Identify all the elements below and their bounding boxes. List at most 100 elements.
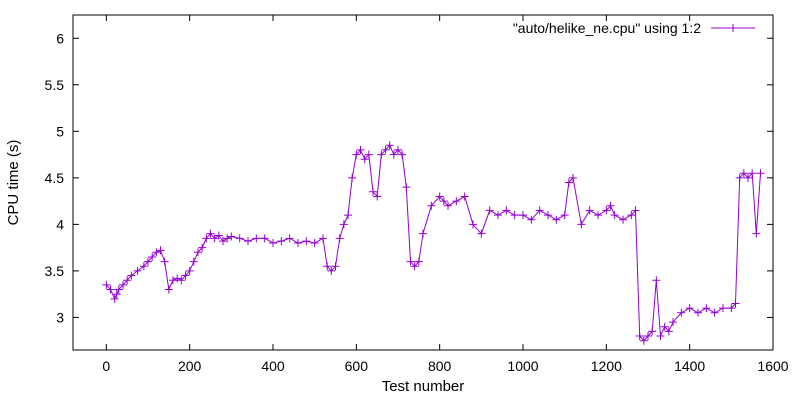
data-point (127, 271, 136, 280)
data-point (677, 308, 686, 317)
data-point (331, 262, 340, 271)
x-tick-label: 200 (178, 358, 202, 374)
data-point (381, 145, 390, 154)
data-point (552, 215, 561, 224)
data-point (594, 211, 602, 220)
data-point (223, 234, 232, 243)
data-point (744, 173, 752, 182)
data-point (469, 220, 477, 229)
data-point (373, 192, 382, 201)
x-tick-label: 1600 (757, 358, 788, 374)
data-point (152, 248, 161, 257)
data-point (410, 262, 419, 271)
plot-frame (72, 14, 774, 351)
data-point (660, 322, 669, 331)
data-point (544, 211, 552, 220)
data-point (139, 262, 148, 271)
data-point (519, 211, 527, 220)
data-point (644, 332, 652, 341)
data-point (752, 229, 761, 238)
data-point (606, 201, 615, 210)
y-tick-label: 5.5 (45, 77, 65, 93)
data-point (352, 150, 361, 159)
data-point (460, 192, 469, 201)
data-point (439, 197, 448, 206)
data-point (133, 266, 142, 275)
data-point (185, 266, 194, 275)
data-point (564, 178, 573, 187)
y-tick-label: 3.5 (45, 263, 65, 279)
data-point (110, 294, 119, 303)
x-tick-label: 0 (102, 358, 110, 374)
data-point (156, 246, 165, 255)
data-point (560, 211, 569, 220)
data-point (669, 318, 677, 327)
data-point (739, 169, 748, 178)
data-point (235, 234, 244, 243)
data-point (114, 285, 123, 294)
y-tick-label: 5 (56, 123, 64, 139)
data-point (364, 150, 373, 159)
data-point (444, 201, 452, 210)
data-point (173, 274, 182, 283)
data-point (585, 206, 594, 215)
legend-marker (729, 24, 737, 32)
data-point (302, 237, 311, 246)
data-point (160, 257, 169, 266)
data-point (285, 234, 294, 243)
data-point (477, 229, 486, 238)
data-point (639, 336, 648, 345)
data-point (102, 280, 111, 289)
x-tick-label: 600 (345, 358, 369, 374)
data-point (319, 234, 327, 243)
series-line (105, 144, 761, 342)
data-point (269, 238, 277, 247)
x-tick-label: 1000 (507, 358, 538, 374)
data-point (177, 276, 186, 285)
series-layer (102, 141, 765, 345)
data-point (123, 276, 132, 285)
data-point (244, 237, 252, 246)
data-point (402, 183, 411, 192)
data-point (144, 257, 152, 266)
data-point (119, 280, 127, 289)
data-point (148, 252, 157, 261)
data-point (485, 206, 494, 215)
data-point (385, 141, 394, 150)
x-tick-label: 1400 (674, 358, 705, 374)
legend-label: "auto/helike_ne.cpu" using 1:2 (513, 20, 701, 36)
data-point (398, 150, 407, 159)
data-point (635, 332, 644, 341)
data-point (348, 173, 357, 182)
data-point (394, 145, 402, 154)
data-point (206, 229, 215, 238)
y-tick-label: 4 (56, 216, 64, 232)
data-point (435, 192, 444, 201)
data-point (694, 308, 702, 317)
data-point (627, 211, 636, 220)
data-point (189, 257, 198, 266)
data-point (494, 211, 502, 220)
data-point (112, 290, 121, 299)
data-point (664, 327, 673, 336)
data-point (277, 237, 286, 246)
data-point (181, 271, 190, 280)
data-point (260, 234, 269, 243)
data-point (631, 206, 640, 215)
legend: "auto/helike_ne.cpu" using 1:2 (513, 20, 755, 36)
x-tick-label: 1200 (591, 358, 622, 374)
data-point (227, 232, 236, 241)
data-point (360, 155, 369, 164)
data-point (756, 169, 765, 178)
data-point (344, 211, 352, 220)
data-point (727, 304, 736, 313)
data-point (510, 211, 519, 220)
data-point (427, 201, 436, 210)
data-point (323, 262, 332, 271)
data-point (377, 150, 386, 159)
data-point (619, 215, 627, 224)
data-point (406, 257, 415, 266)
data-point (194, 248, 202, 257)
data-point (310, 238, 319, 247)
data-point (414, 257, 423, 266)
